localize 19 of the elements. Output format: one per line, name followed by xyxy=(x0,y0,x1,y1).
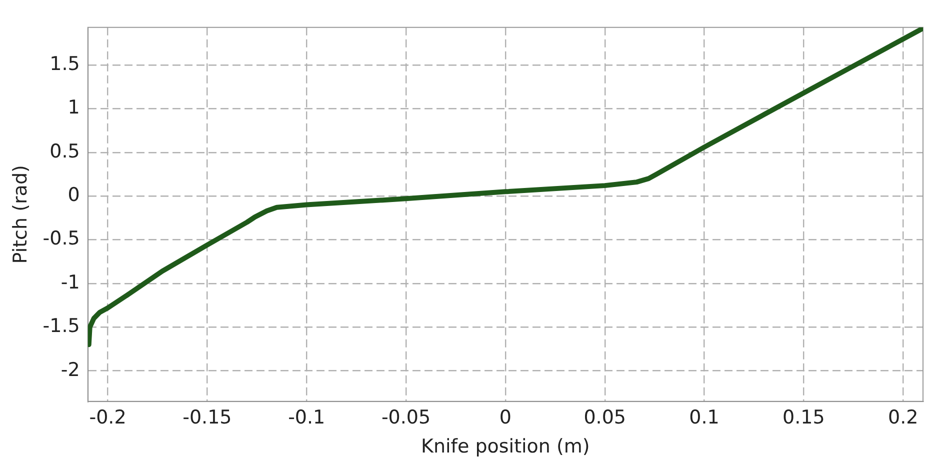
x-tick-label: 0.15 xyxy=(782,406,825,429)
x-tick-label: -0.05 xyxy=(381,406,431,429)
y-tick-label: 0 xyxy=(68,184,80,206)
y-tick-label: 1.5 xyxy=(50,52,80,75)
x-tick-label: 0.1 xyxy=(689,406,720,429)
y-tick-label: 1 xyxy=(68,96,80,119)
x-axis-title: Knife position (m) xyxy=(421,436,590,458)
x-tick-label: 0.05 xyxy=(584,406,626,429)
x-tick-label: 0 xyxy=(499,406,512,429)
y-tick-label: 0.5 xyxy=(50,140,80,162)
x-tick-label: 0.2 xyxy=(888,406,918,429)
y-tick-label: -2 xyxy=(60,358,80,381)
y-axis-title: Pitch (rad) xyxy=(9,165,32,264)
x-tick-label: -0.1 xyxy=(288,406,326,429)
y-tick-label: -1.5 xyxy=(42,315,80,338)
y-tick-label: -0.5 xyxy=(42,228,80,250)
x-tick-label: -0.2 xyxy=(89,406,126,429)
y-tick-label: -1 xyxy=(60,271,80,294)
x-tick-label: -0.15 xyxy=(182,406,232,429)
